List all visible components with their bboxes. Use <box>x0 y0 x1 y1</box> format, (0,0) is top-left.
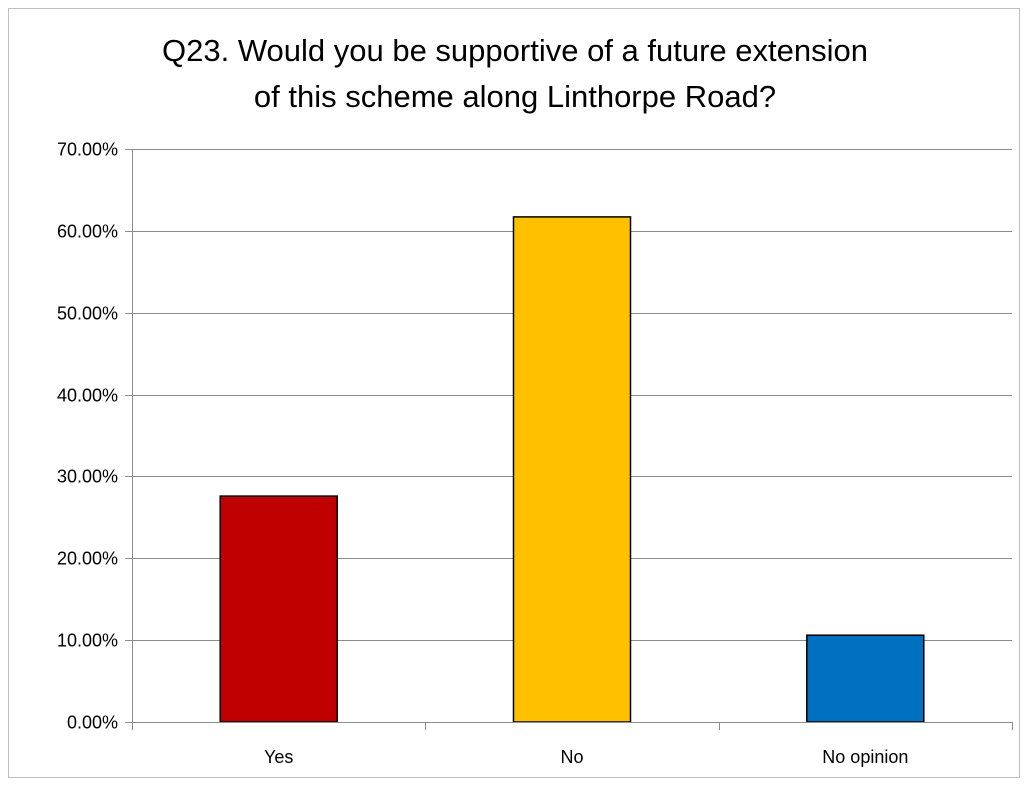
y-tick-label: 10.00% <box>57 631 118 651</box>
x-tick-label: Yes <box>264 747 293 767</box>
y-tick-label: 50.00% <box>57 304 118 324</box>
bars <box>219 216 925 723</box>
chart-title-line-2: of this scheme along Linthorpe Road? <box>253 79 777 114</box>
bar-no <box>512 216 632 723</box>
y-tick-label: 20.00% <box>57 549 118 569</box>
y-tick-label: 40.00% <box>57 386 118 406</box>
chart-title: Q23. Would you be supportive of a future… <box>0 28 1030 120</box>
axes <box>125 149 1013 730</box>
x-tick-labels: Yes No No opinion <box>264 747 908 767</box>
x-tick-label: No opinion <box>822 747 908 767</box>
y-tick-label: 0.00% <box>67 713 118 733</box>
chart-title-line-1: Q23. Would you be supportive of a future… <box>162 33 868 68</box>
y-tick-labels: 0.00% 10.00% 20.00% 30.00% 40.00% 50.00% 60.00… <box>57 140 118 733</box>
y-tick-label: 60.00% <box>57 222 118 242</box>
y-tick-label: 30.00% <box>57 467 118 487</box>
y-tick-label: 70.00% <box>57 140 118 160</box>
bar-yes <box>219 495 338 723</box>
bar-no-opinion <box>806 634 925 723</box>
x-tick-label: No <box>560 747 583 767</box>
